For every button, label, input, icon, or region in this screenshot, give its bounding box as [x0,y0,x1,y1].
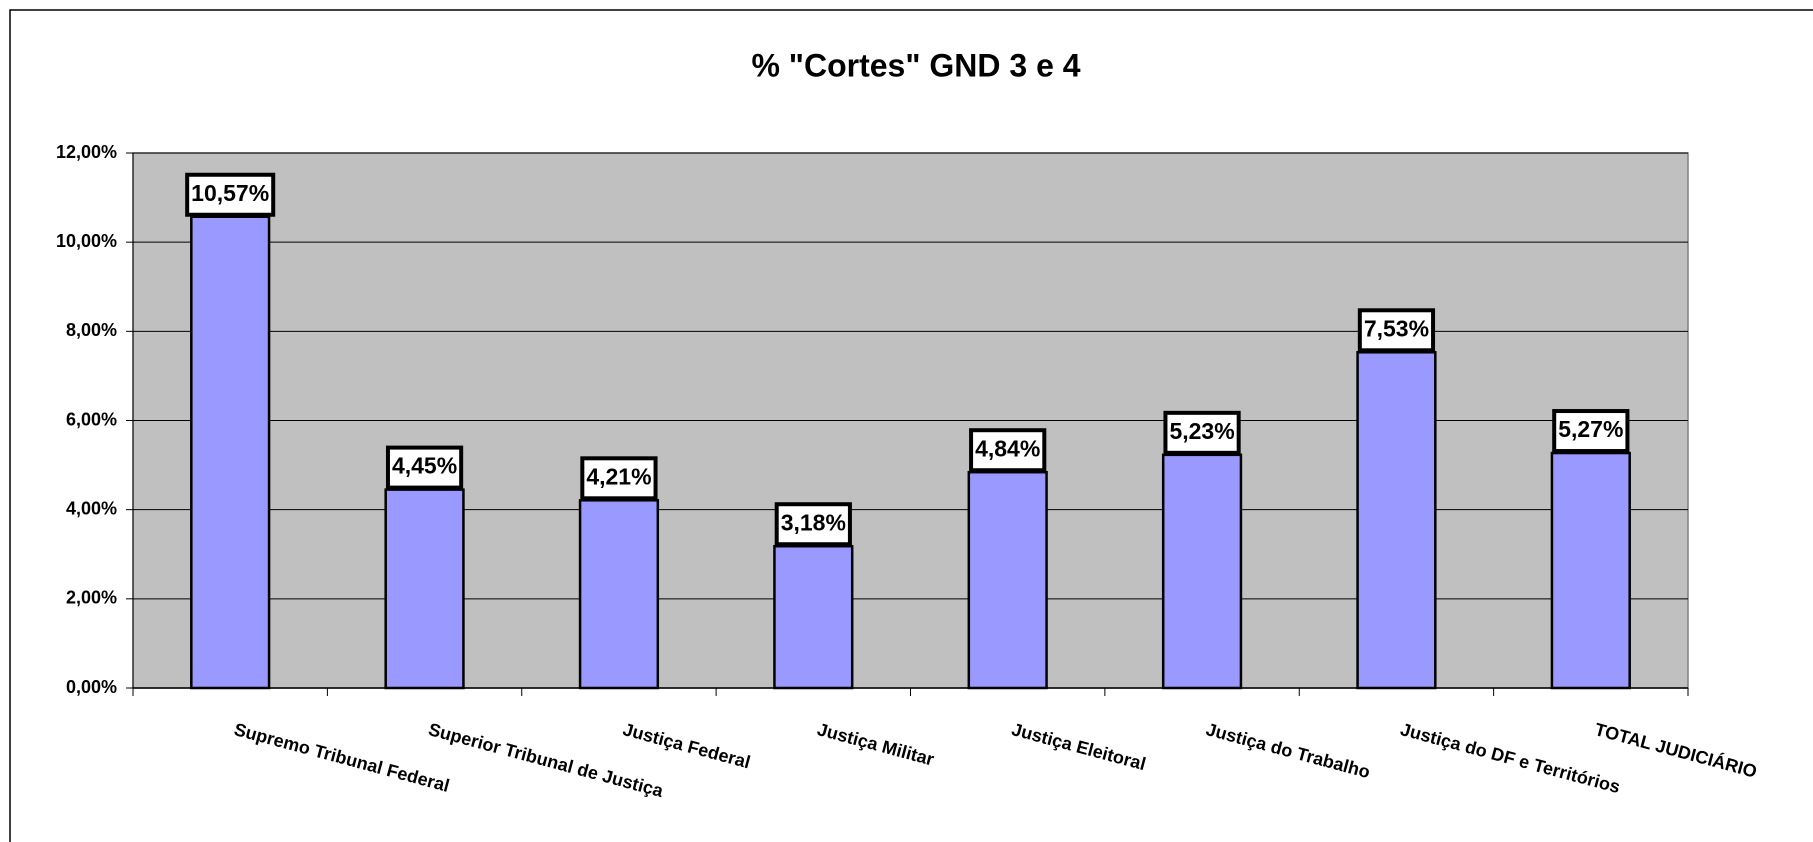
data-label-group: 3,18% [774,502,852,547]
y-tick-label: 0,00% [66,677,117,697]
data-label-group: 4,45% [385,445,464,490]
data-label: 4,84% [975,435,1040,461]
data-label: 5,27% [1558,416,1623,442]
data-label: 5,23% [1169,418,1234,444]
chart-title: % "Cortes" GND 3 e 4 [751,47,1080,83]
y-tick-label: 6,00% [66,409,117,429]
data-label: 4,45% [392,453,457,479]
data-label-box [1357,308,1436,353]
data-label: 3,18% [781,509,846,535]
data-label-box [1552,409,1630,454]
data-label-group: 10,57% [185,172,276,217]
data-label-box [774,502,852,547]
data-label-group: 4,84% [969,428,1047,473]
data-label-box [1163,410,1241,455]
data-label: 7,53% [1364,315,1429,341]
y-tick-label: 8,00% [66,320,117,340]
bar [1550,451,1631,690]
data-label: 4,21% [586,463,651,489]
data-label-group: 5,27% [1552,409,1630,454]
bar [1356,351,1437,690]
data-label: 10,57% [191,180,269,206]
data-label-box [580,456,658,501]
y-tick-label: 4,00% [66,498,117,518]
bar [967,470,1048,690]
bar [578,499,660,690]
y-tick-label: 2,00% [66,588,117,608]
bar [1161,453,1243,690]
data-label-group: 4,21% [580,456,658,501]
data-label-box [969,428,1047,473]
data-label-group: 5,23% [1163,410,1241,455]
data-label-group: 7,53% [1357,308,1436,353]
data-label-box [185,172,276,217]
data-label-box [385,445,464,490]
bar [384,488,465,690]
y-tick-label: 10,00% [56,231,117,251]
bar [773,544,854,690]
bar [190,215,271,690]
y-tick-label: 12,00% [56,142,117,162]
